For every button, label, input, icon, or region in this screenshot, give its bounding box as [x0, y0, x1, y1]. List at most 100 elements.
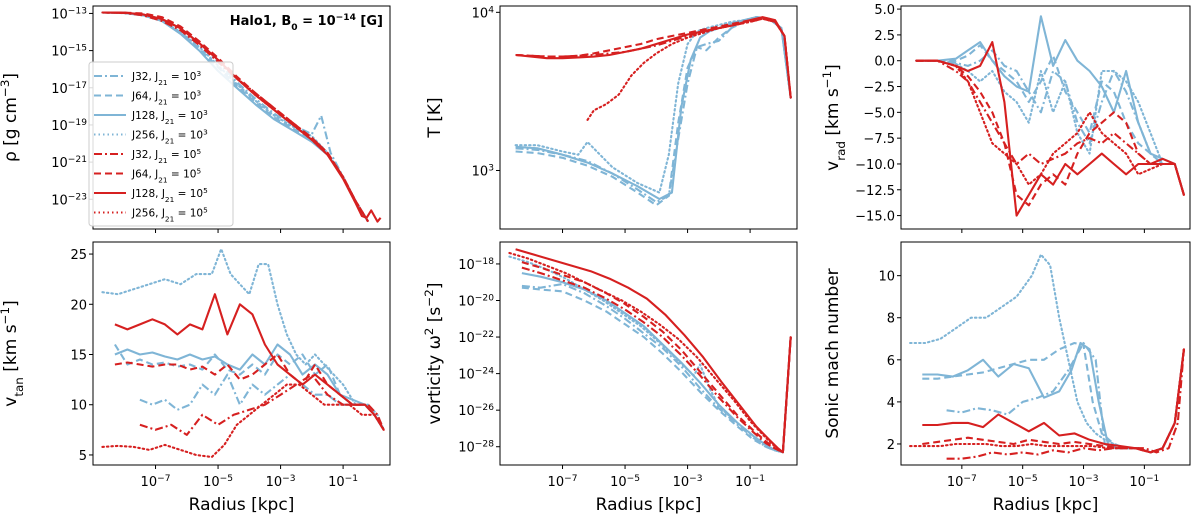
series-vrad-5 — [916, 59, 1185, 207]
y-tick-label: 4 — [887, 396, 895, 411]
x-tick-label: 10−1 — [328, 474, 358, 490]
panel-vrad: 5.0 2.5 0.0 −2.5 −5.0 −7.5 −10.0 −12.5 −15.0 vrad… — [820, 3, 1191, 233]
y-tick-label: 5 — [79, 449, 87, 464]
panel-mach: 10−7 10−5 10−3 10−1 2 4 6 8 10 Radius [kpc] Sonic … — [823, 241, 1191, 515]
legend-item: J64, J21 = 103 — [94, 88, 201, 106]
series-mach-2 — [922, 341, 1185, 454]
x-tick-label: 10−3 — [266, 474, 296, 490]
y-tick-label: 25 — [70, 248, 87, 263]
y-tick-label: 10−15 — [51, 44, 87, 60]
panel-temperature: 103 104 T [K] — [425, 5, 798, 233]
y-tick-label: 2 — [887, 438, 895, 453]
x-tick-label: 10−7 — [947, 474, 977, 490]
legend-item: J256, J21 = 103 — [94, 127, 208, 145]
figure-title: Halo1, B0 = 10−14 [G] — [230, 13, 383, 33]
y-tick-label: 10−22 — [458, 330, 494, 346]
x-tick-label: 10−7 — [548, 474, 578, 490]
series-vorticity-3 — [508, 255, 792, 454]
y-tick-label: 10−13 — [51, 6, 87, 22]
axes-frame — [900, 241, 1191, 466]
legend-label: J128, J21 = 103 — [131, 108, 208, 126]
y-tick-label: 15 — [70, 349, 87, 364]
series-vtan-5 — [114, 353, 385, 431]
y-tick-label: 10 — [878, 270, 895, 285]
series-temperature-7 — [586, 17, 792, 121]
axes-frame — [499, 241, 798, 466]
y-tick-label: 10−21 — [51, 155, 87, 171]
y-tick-label: 10−28 — [458, 440, 494, 456]
y-tick-label: 5.0 — [874, 3, 895, 18]
y-tick-label: −12.5 — [855, 184, 895, 199]
series-vtan-6 — [114, 293, 385, 431]
series-mach-7 — [909, 348, 1185, 454]
y-tick-label: −15.0 — [855, 210, 895, 225]
y-tick-label: −5.0 — [863, 106, 895, 121]
y-axis-label: T [K] — [425, 97, 445, 138]
y-axis-label: vrad [km s−1] — [820, 64, 848, 171]
x-tick-label: 10−5 — [203, 474, 233, 490]
y-tick-label: 10 — [70, 399, 87, 414]
series-mach-6 — [922, 349, 1185, 454]
series-vrad-4 — [916, 59, 1185, 196]
y-tick-label: 10−24 — [458, 367, 494, 383]
y-axis-label: Sonic mach number — [823, 268, 843, 438]
legend-item: J256, J21 = 105 — [94, 205, 208, 223]
x-tick-label: 10−1 — [1129, 474, 1159, 490]
y-tick-label: −10.0 — [855, 158, 895, 173]
series-vorticity-2 — [521, 272, 792, 454]
series-vtan-7 — [101, 383, 385, 459]
y-axis-label: vorticity ω2 [s−2] — [422, 283, 445, 425]
legend-label: J32, J21 = 103 — [131, 69, 201, 87]
y-tick-label: 10−26 — [458, 403, 494, 419]
legend-item: J128, J21 = 103 — [94, 108, 208, 126]
y-axis-label: ρ [g cm−3] — [0, 73, 21, 162]
y-tick-label: −2.5 — [863, 81, 895, 96]
x-tick-label: 10−5 — [1008, 474, 1038, 490]
series-mach-5 — [922, 349, 1185, 454]
series-vorticity-7 — [508, 251, 792, 454]
axes-frame — [92, 241, 391, 466]
legend-label: J256, J21 = 103 — [131, 127, 208, 145]
legend-item: J128, J21 = 105 — [94, 186, 208, 204]
series-vorticity-4 — [521, 266, 792, 454]
panel-density: 10−13 10−15 10−17 10−19 10−21 10−23 ρ [g cm−3] — [0, 5, 391, 233]
legend-box — [88, 61, 234, 227]
axes-frame — [499, 5, 798, 230]
series-temperature-3 — [514, 16, 792, 194]
legend-label: J64, J21 = 105 — [131, 166, 201, 184]
y-axis-label: vtan [km s−1] — [0, 300, 26, 406]
y-tick-label: 2.5 — [874, 29, 895, 44]
x-tick-label: 10−3 — [673, 474, 703, 490]
y-tick-label: 6 — [887, 354, 895, 369]
x-axis-label: Radius [kpc] — [993, 495, 1099, 515]
series-vrad-3 — [915, 59, 1185, 196]
legend-label: J32, J21 = 105 — [131, 147, 201, 165]
x-tick-label: 10−5 — [610, 474, 640, 490]
y-tick-label: 10−20 — [458, 293, 494, 309]
axes-frame — [900, 5, 1191, 230]
legend-label: J256, J21 = 105 — [131, 205, 208, 223]
series-vorticity-5 — [521, 261, 792, 454]
series-density-7 — [101, 11, 370, 223]
series-mach-1 — [922, 341, 1185, 454]
y-tick-label: 10−17 — [51, 81, 87, 97]
x-tick-label: 10−1 — [735, 474, 765, 490]
y-tick-label: 10−23 — [51, 192, 87, 208]
series-mach-3 — [909, 253, 1185, 454]
series-vtan-3 — [101, 247, 385, 431]
legend-label: J64, J21 = 103 — [131, 88, 201, 106]
y-tick-label: 20 — [70, 298, 87, 313]
x-tick-label: 10−3 — [1069, 474, 1099, 490]
series-mach-4 — [946, 349, 1185, 460]
y-tick-label: 10−19 — [51, 118, 87, 134]
y-tick-label: 8 — [887, 312, 895, 327]
x-axis-label: Radius [kpc] — [189, 495, 295, 515]
panel-vorticity: 10−7 10−5 10−3 10−1 10−18 10−20 10−22 10−24 10−2… — [422, 241, 798, 515]
series-vrad-6 — [916, 41, 1185, 217]
legend-label: J128, J21 = 105 — [131, 186, 208, 204]
legend-item: J32, J21 = 105 — [94, 147, 201, 165]
x-tick-label: 10−7 — [141, 474, 171, 490]
panel-vtan: 10−7 10−5 10−3 10−1 5 10 15 20 25 Radius [kpc] vta… — [0, 241, 391, 515]
